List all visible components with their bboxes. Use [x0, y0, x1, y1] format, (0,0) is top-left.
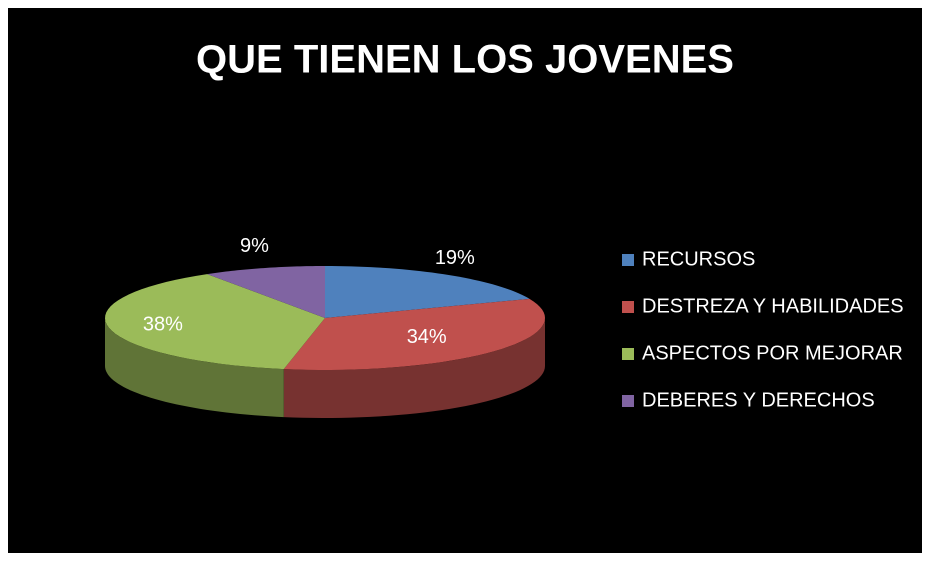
data-label: 38% [143, 314, 183, 336]
legend-label: DEBERES Y DERECHOS [642, 389, 875, 411]
pie-slice-side [283, 318, 545, 418]
pie-slice-side [105, 318, 284, 418]
pie-slice [207, 266, 325, 318]
chart-title: QUE TIENEN LOS JOVENES [196, 38, 734, 82]
legend-marker [622, 254, 634, 266]
data-label: 19% [435, 247, 475, 269]
legend-marker [622, 395, 634, 407]
legend-label: RECURSOS [642, 248, 755, 270]
pie-slice [325, 266, 530, 318]
legend-label: ASPECTOS POR MEJORAR [642, 342, 903, 364]
pie-slice [105, 274, 326, 370]
legend-marker [622, 348, 634, 360]
pie-slice [283, 298, 545, 370]
data-label: 34% [407, 326, 447, 348]
legend-marker [622, 301, 634, 313]
data-label: 9% [240, 235, 269, 257]
legend-label: DESTREZA Y HABILIDADES [642, 295, 904, 317]
